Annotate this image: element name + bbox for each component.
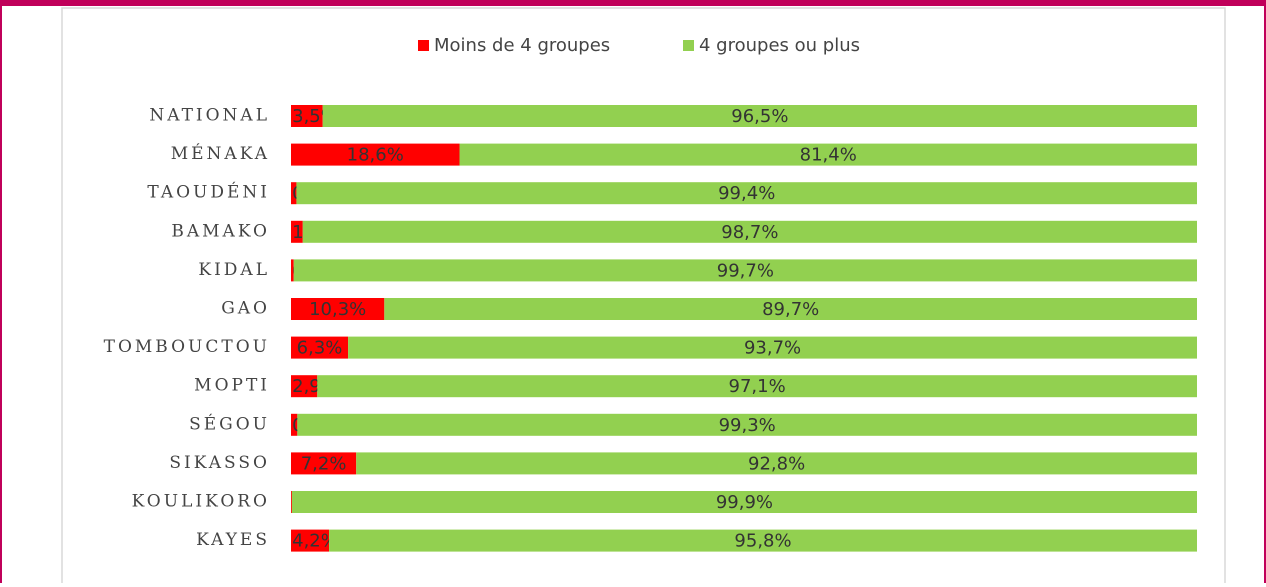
chart-panel: [61, 7, 1226, 587]
y-tick-label: SIKASSO: [169, 453, 270, 473]
bar-segment: [291, 298, 385, 320]
data-label: 98,7%: [721, 222, 778, 243]
data-label: 81,4%: [800, 145, 857, 166]
data-label: 93,7%: [744, 338, 801, 359]
data-label: 95,8%: [734, 531, 791, 552]
y-tick-label: NATIONAL: [149, 106, 270, 126]
bar-segment: [291, 529, 330, 552]
bar-segment: [291, 336, 349, 359]
data-label: 97,1%: [729, 376, 786, 397]
bar-segment: [459, 143, 1197, 166]
bar-segment: [317, 375, 1197, 398]
bar-segment: [291, 143, 460, 166]
data-label: 99,9%: [716, 492, 773, 513]
bar-segment: [329, 529, 1197, 552]
data-label: 4,2%: [292, 531, 338, 552]
bar-segment: [296, 182, 1197, 205]
y-tick-label: SÉGOU: [189, 413, 270, 434]
y-tick-label: KOULIKORO: [132, 492, 270, 512]
legend-swatch: [683, 40, 694, 51]
legend-swatch: [418, 40, 429, 51]
bar-segment: [291, 491, 292, 513]
data-label: 99,3%: [719, 415, 776, 436]
bar-segment: [293, 259, 1197, 282]
bar-segment: [297, 413, 1197, 436]
legend-label: 4 groupes ou plus: [699, 35, 860, 56]
bar-segment: [291, 413, 298, 436]
bar-segment: [291, 220, 303, 243]
data-label: 96,5%: [731, 106, 788, 127]
data-label: 10,3%: [309, 299, 366, 320]
bar-segment: [291, 105, 323, 127]
data-label: 89,7%: [762, 299, 819, 320]
y-tick-label: KIDAL: [198, 260, 270, 280]
header-band: [0, 0, 1266, 6]
y-tick-label: GAO: [221, 299, 270, 319]
data-label: 6,3%: [297, 338, 343, 359]
data-label: 99,4%: [718, 183, 775, 204]
bar-segment: [291, 452, 357, 475]
bar-segment: [302, 220, 1197, 243]
data-label: 18,6%: [347, 145, 404, 166]
data-label: 99,7%: [717, 260, 774, 281]
y-tick-label: BAMAKO: [171, 221, 270, 241]
bar-segment: [322, 105, 1198, 127]
bar-segment: [384, 298, 1197, 320]
y-tick-label: MOPTI: [194, 376, 270, 396]
y-tick-label: MÉNAKA: [171, 143, 270, 164]
y-tick-label: TOMBOUCTOU: [104, 337, 270, 357]
data-label: 7,2%: [301, 453, 347, 474]
bar-segment: [291, 259, 294, 282]
data-label: 92,8%: [748, 453, 805, 474]
bar-segment: [348, 336, 1197, 359]
bar-segment: [291, 182, 297, 205]
bar-segment: [291, 375, 318, 398]
bar-segment: [356, 452, 1197, 475]
y-tick-label: TAOUDÉNI: [147, 182, 270, 203]
legend-label: Moins de 4 groupes: [434, 35, 610, 56]
y-tick-label: KAYES: [196, 530, 270, 550]
bar-segment: [291, 491, 1197, 513]
